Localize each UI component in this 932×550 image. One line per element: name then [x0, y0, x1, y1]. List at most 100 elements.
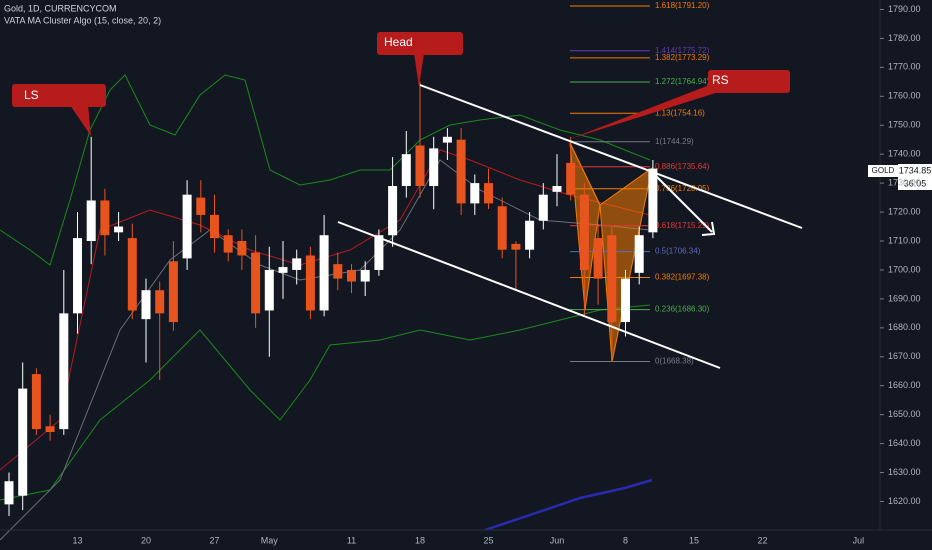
candle-body [552, 186, 562, 192]
candle-body [374, 235, 384, 270]
y-tick-label: 1680.00 [888, 322, 921, 332]
y-tick-label: 1690.00 [888, 293, 921, 303]
candle-body [141, 290, 151, 320]
candle-body [442, 136, 452, 143]
y-tick-label: 1780.00 [888, 33, 921, 43]
y-tick-label: 1790.00 [888, 4, 921, 14]
candle-body [579, 194, 589, 270]
candle-body [127, 238, 137, 311]
symbol-box [868, 165, 898, 177]
candle-body [429, 148, 439, 187]
candle-body [388, 186, 398, 236]
x-tick-label: 8 [623, 535, 628, 545]
last-price: 1734.85 [899, 165, 932, 175]
candle-body [155, 290, 165, 314]
x-tick-label: 27 [209, 535, 219, 545]
callout-pointer [570, 84, 725, 139]
candle-body [360, 269, 370, 282]
candle-body [347, 269, 356, 282]
candle-body [4, 481, 14, 505]
candle-body [114, 226, 124, 233]
fib-label: 1.382(1773.29) [655, 53, 710, 62]
candle-body [86, 200, 96, 242]
y-tick-label: 1650.00 [888, 409, 921, 419]
callout-pointer [414, 53, 424, 87]
last-price-box [898, 164, 932, 190]
callout-label: RS [712, 73, 729, 87]
upper-band [0, 74, 651, 266]
candle-body [538, 194, 548, 221]
callout-box [12, 84, 106, 107]
candle-body [196, 197, 206, 215]
y-tick-label: 1670.00 [888, 351, 921, 361]
fib-label: 1(1744.29) [655, 137, 694, 146]
callouts: LS Head RS [12, 32, 790, 139]
candle-body [497, 206, 507, 250]
upper-trend-line [419, 84, 803, 229]
x-tick-label: May [261, 535, 279, 545]
fib-label: 0.236(1686.30) [655, 305, 710, 314]
y-tick-label: 1730.00 [888, 177, 921, 187]
y-tick-label: 1640.00 [888, 438, 921, 448]
candle-body [319, 235, 329, 311]
callout-pointer [70, 105, 91, 136]
arrow-head [701, 221, 716, 236]
fib-label: 0.5(1706.34) [655, 247, 701, 256]
candle-body [634, 235, 644, 273]
pattern-edge [569, 142, 601, 206]
y-tick-label: 1620.00 [888, 496, 921, 506]
y-tick-label: 1750.00 [888, 120, 921, 130]
marks: 1.618(1791.20) 1.414(1775.72)1.382(1773.2… [4, 1, 710, 516]
callout-box [708, 70, 790, 93]
candle-body [593, 238, 603, 279]
candle-body [73, 238, 82, 314]
callout-box [377, 32, 463, 55]
fib-label: 0(1668.38) [655, 357, 694, 366]
fib-label: 0.886(1735.64) [655, 162, 710, 171]
candle-body [168, 261, 178, 323]
candle-body [621, 278, 630, 323]
trend-lines [337, 84, 803, 369]
candle-body [210, 214, 219, 239]
candle-body [31, 374, 41, 430]
fib-label: 1.414(1775.72) [655, 46, 710, 55]
candle-body [59, 313, 69, 430]
x-tick-label: 15 [689, 535, 699, 545]
symbol-label: GOLD [872, 166, 895, 175]
x-tick-label: 13 [72, 535, 82, 545]
countdown: 36:05 [904, 178, 927, 188]
callout-label: LS [24, 88, 39, 102]
x-tick-label: 25 [483, 535, 493, 545]
lower-band [0, 304, 651, 501]
candle-body [292, 258, 302, 270]
x-tick-label: 22 [757, 535, 767, 545]
x-tick-label: Jun [550, 535, 565, 545]
candle-body [415, 145, 425, 187]
candle-body [401, 154, 411, 187]
y-tick-label: 1700.00 [888, 264, 921, 274]
candle-body [484, 183, 493, 204]
fib-label: 1.272(1764.94) [655, 77, 710, 86]
y-tick-label: 1630.00 [888, 467, 921, 477]
chart-title: Gold, 1D, CURRENCYCOM [4, 3, 117, 13]
candle-body [223, 235, 233, 253]
candle-body [607, 235, 617, 323]
fib-label: 1.618(1791.20) [655, 1, 710, 10]
candle-body [100, 200, 110, 236]
y-tick-label: 1660.00 [888, 380, 921, 390]
fib-label: 0.786(1728.05) [655, 184, 710, 193]
candle-body [237, 241, 247, 256]
y-tick-label: 1760.00 [888, 91, 921, 101]
candle-body [648, 168, 658, 233]
fib-label: 1.13(1754.16) [655, 108, 705, 117]
y-tick-label: 1720.00 [888, 206, 921, 216]
candle-body [511, 243, 521, 250]
y-tick-label: 1770.00 [888, 62, 921, 72]
candle-body [470, 183, 480, 204]
callout-label: Head [384, 35, 413, 49]
y-tick-label: 1710.00 [888, 235, 921, 245]
candle-body [333, 264, 343, 279]
x-tick-label: 20 [141, 535, 151, 545]
